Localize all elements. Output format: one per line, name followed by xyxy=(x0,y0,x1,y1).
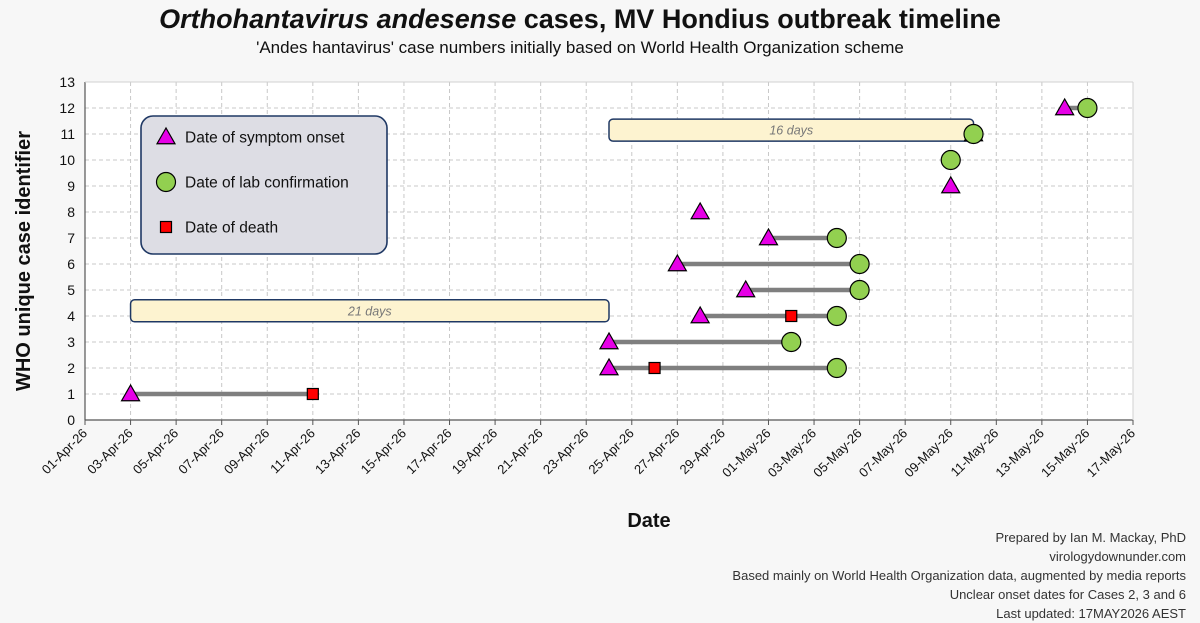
x-tick-label: 25-Apr-26 xyxy=(585,426,636,477)
symptom-onset-marker xyxy=(690,201,711,220)
lab-confirmation-marker xyxy=(826,305,847,327)
case-2 xyxy=(598,357,847,379)
y-tick-label: 11 xyxy=(60,126,75,142)
death-marker xyxy=(648,361,661,375)
x-tick-label: 07-May-26 xyxy=(856,426,911,481)
case-12 xyxy=(1054,97,1098,119)
y-axis-title: WHO unique case identifier xyxy=(13,131,35,391)
x-tick-label: 03-Apr-26 xyxy=(84,426,135,477)
y-tick-label: 1 xyxy=(67,386,75,402)
symptom-onset-marker xyxy=(940,175,961,194)
x-tick-label: 01-Apr-26 xyxy=(39,426,90,477)
x-tick-label: 05-Apr-26 xyxy=(130,426,181,477)
lab-confirmation-marker xyxy=(940,149,961,171)
footer-updated: Last updated: 17MAY2026 AEST xyxy=(996,606,1186,621)
interval-annotation-label: 21 days xyxy=(347,304,392,318)
y-tick-label: 13 xyxy=(59,74,75,90)
legend-box xyxy=(140,115,388,255)
case-6 xyxy=(667,253,870,275)
y-tick-label: 9 xyxy=(67,178,75,194)
lab-confirmation-marker xyxy=(781,331,802,353)
y-tick-label: 4 xyxy=(67,308,75,324)
chart-title: Orthohantavirus andesense cases, MV Hond… xyxy=(0,4,1160,35)
case-9 xyxy=(940,175,961,194)
legend: Date of symptom onset Date of lab confirm… xyxy=(140,115,388,255)
lab-confirmation-marker xyxy=(826,227,847,249)
y-tick-label: 7 xyxy=(67,230,75,246)
symptom-onset-marker xyxy=(690,305,711,324)
x-tick-label: 09-May-26 xyxy=(901,426,956,481)
footer-author: Prepared by Ian M. Mackay, PhD xyxy=(995,530,1186,545)
y-tick-label: 12 xyxy=(59,100,75,116)
lab-confirmation-marker xyxy=(963,123,984,145)
lab-confirmation-marker xyxy=(1077,97,1098,119)
footer-onset-note: Unclear onset dates for Cases 2, 3 and 6 xyxy=(949,587,1186,602)
x-tick-label: 17-May-26 xyxy=(1084,426,1139,481)
y-tick-label: 8 xyxy=(67,204,75,220)
legend-onset-icon xyxy=(155,126,177,145)
symptom-onset-marker xyxy=(120,383,141,402)
case-10 xyxy=(940,149,961,171)
symptom-onset-marker xyxy=(667,253,688,272)
y-tick-label: 2 xyxy=(67,360,75,376)
case-8 xyxy=(690,201,711,220)
footer-notes: Prepared by Ian M. Mackay, PhD virologyd… xyxy=(732,528,1186,623)
lab-confirmation-marker xyxy=(826,357,847,379)
x-tick-label: 15-Apr-26 xyxy=(358,426,409,477)
case-11 xyxy=(963,123,984,145)
case-3 xyxy=(598,331,802,353)
x-axis-title: Date xyxy=(627,510,670,532)
case-1 xyxy=(120,383,319,402)
y-tick-label: 0 xyxy=(67,412,75,428)
lab-confirmation-marker xyxy=(849,253,870,275)
x-tick-label: 23-Apr-26 xyxy=(540,426,591,477)
footer-source-note: Based mainly on World Health Organizatio… xyxy=(732,568,1186,583)
interval-annotation-box xyxy=(129,299,610,323)
y-tick-label: 6 xyxy=(67,256,75,272)
y-tick-label: 5 xyxy=(67,282,75,298)
case-4 xyxy=(690,305,847,327)
chart-title-rest: cases, MV Hondius outbreak timeline xyxy=(516,4,1001,34)
x-tick-label: 13-May-26 xyxy=(992,426,1047,481)
y-tick-label: 10 xyxy=(59,152,75,168)
footer-website: virologydownunder.com xyxy=(1049,549,1186,564)
legend-death-icon xyxy=(159,220,173,234)
x-tick-label: 09-Apr-26 xyxy=(221,426,272,477)
symptom-onset-marker xyxy=(598,357,620,376)
death-marker xyxy=(785,309,798,323)
symptom-onset-marker xyxy=(758,227,779,246)
lab-confirmation-marker xyxy=(849,279,870,301)
chart-title-italic: Orthohantavirus andesense xyxy=(159,4,517,34)
death-marker xyxy=(306,387,319,401)
case-7 xyxy=(758,227,847,249)
symptom-onset-marker xyxy=(735,279,756,298)
case-5 xyxy=(735,279,870,301)
x-tick-label: 19-Apr-26 xyxy=(449,426,500,477)
legend-label: Date of lab confirmation xyxy=(185,175,349,192)
x-tick-label: 05-May-26 xyxy=(810,426,865,481)
legend-label: Date of death xyxy=(185,220,278,237)
x-tick-label: 13-Apr-26 xyxy=(312,426,363,477)
interval-annotation-label: 16 days xyxy=(769,124,813,138)
y-tick-label: 3 xyxy=(67,334,75,350)
x-tick-label: 17-Apr-26 xyxy=(403,426,454,477)
legend-confirmation-icon xyxy=(155,171,177,193)
x-tick-label: 15-May-26 xyxy=(1038,426,1093,481)
x-tick-label: 03-May-26 xyxy=(765,426,820,481)
chart-subtitle: 'Andes hantavirus' case numbers initiall… xyxy=(256,38,904,57)
x-tick-label: 27-Apr-26 xyxy=(631,426,682,477)
legend-label: Date of symptom onset xyxy=(185,130,345,147)
x-tick-label: 07-Apr-26 xyxy=(175,426,226,477)
x-tick-label: 01-May-26 xyxy=(719,426,774,481)
symptom-onset-marker xyxy=(598,331,620,350)
x-tick-label: 11-Apr-26 xyxy=(267,426,318,477)
symptom-onset-marker xyxy=(1054,97,1075,116)
x-tick-label: 21-Apr-26 xyxy=(494,426,545,477)
